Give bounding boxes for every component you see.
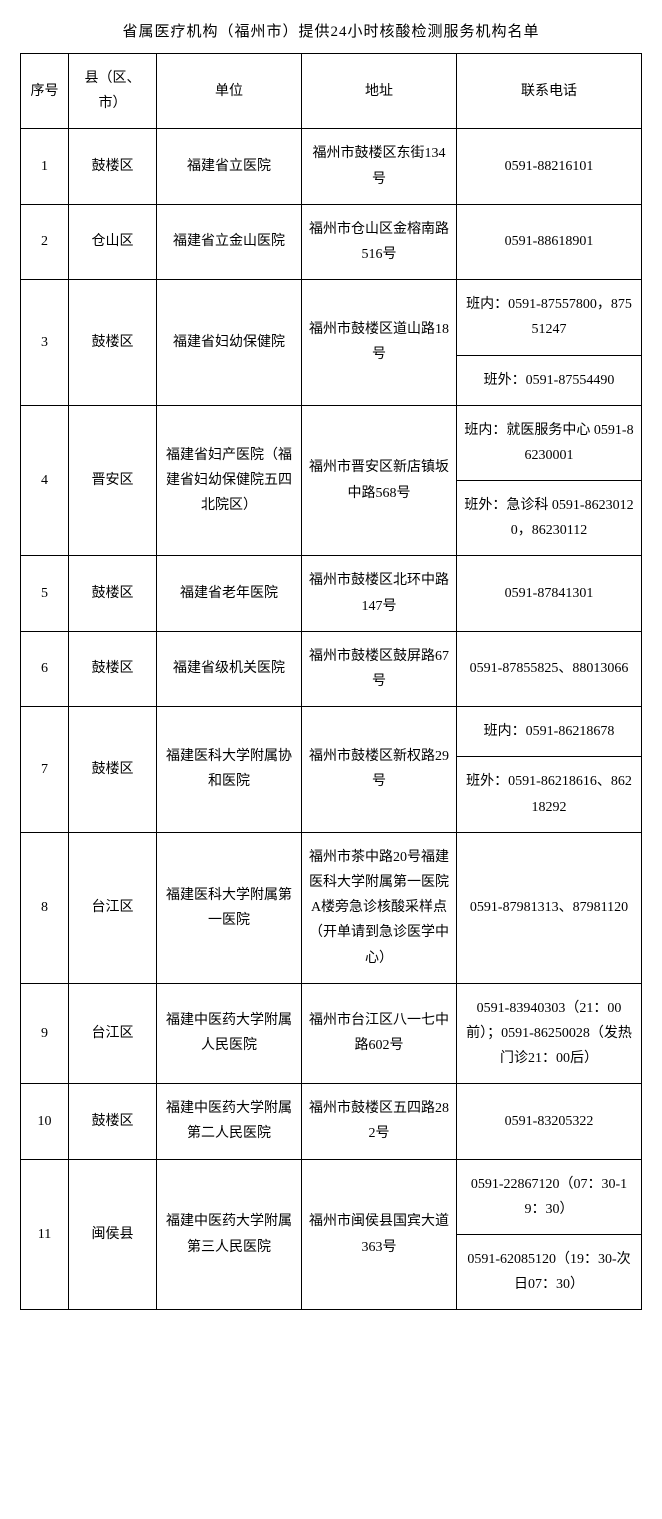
cell-unit: 福建医科大学附属第一医院: [157, 832, 302, 983]
cell-address: 福州市晋安区新店镇坂中路568号: [302, 405, 457, 556]
cell-phone: 0591-83205322: [457, 1084, 642, 1159]
table-row: 3鼓楼区福建省妇幼保健院福州市鼓楼区道山路18号班内：0591-87557800…: [21, 280, 642, 355]
cell-seq: 1: [21, 129, 69, 204]
col-seq: 序号: [21, 54, 69, 129]
cell-phone: 0591-83940303（21：00前）；0591-86250028（发热门诊…: [457, 983, 642, 1084]
cell-phone: 班外：0591-87554490: [457, 355, 642, 405]
cell-address: 福州市仓山区金榕南路516号: [302, 204, 457, 279]
cell-phone: 0591-88618901: [457, 204, 642, 279]
col-phone: 联系电话: [457, 54, 642, 129]
table-row: 2仓山区福建省立金山医院福州市仓山区金榕南路516号0591-88618901: [21, 204, 642, 279]
cell-district: 台江区: [69, 832, 157, 983]
table-row: 4晋安区福建省妇产医院（福建省妇幼保健院五四北院区）福州市晋安区新店镇坂中路56…: [21, 405, 642, 480]
cell-seq: 5: [21, 556, 69, 631]
cell-phone: 班内：0591-86218678: [457, 707, 642, 757]
cell-district: 鼓楼区: [69, 129, 157, 204]
cell-phone: 0591-22867120（07：30-19：30）: [457, 1159, 642, 1234]
cell-phone: 班外：急诊科 0591-86230120，86230112: [457, 481, 642, 556]
cell-unit: 福建中医药大学附属人民医院: [157, 983, 302, 1084]
cell-unit: 福建省级机关医院: [157, 631, 302, 706]
cell-phone: 班外：0591-86218616、86218292: [457, 757, 642, 832]
table-row: 5鼓楼区福建省老年医院福州市鼓楼区北环中路147号0591-87841301: [21, 556, 642, 631]
cell-seq: 3: [21, 280, 69, 406]
cell-address: 福州市鼓楼区北环中路147号: [302, 556, 457, 631]
table-row: 8台江区福建医科大学附属第一医院福州市茶中路20号福建医科大学附属第一医院A楼旁…: [21, 832, 642, 983]
col-district: 县（区、市）: [69, 54, 157, 129]
cell-phone: 班内：0591-87557800，87551247: [457, 280, 642, 355]
col-address: 地址: [302, 54, 457, 129]
cell-address: 福州市台江区八一七中路602号: [302, 983, 457, 1084]
institution-table: 序号 县（区、市） 单位 地址 联系电话 1鼓楼区福建省立医院福州市鼓楼区东街1…: [20, 53, 642, 1310]
cell-unit: 福建省妇产医院（福建省妇幼保健院五四北院区）: [157, 405, 302, 556]
cell-seq: 6: [21, 631, 69, 706]
cell-phone: 0591-88216101: [457, 129, 642, 204]
cell-address: 福州市鼓楼区东街134号: [302, 129, 457, 204]
cell-address: 福州市闽侯县国宾大道363号: [302, 1159, 457, 1310]
cell-district: 鼓楼区: [69, 1084, 157, 1159]
cell-address: 福州市鼓楼区鼓屏路67号: [302, 631, 457, 706]
table-row: 9台江区福建中医药大学附属人民医院福州市台江区八一七中路602号0591-839…: [21, 983, 642, 1084]
cell-district: 鼓楼区: [69, 707, 157, 833]
cell-unit: 福建中医药大学附属第二人民医院: [157, 1084, 302, 1159]
cell-unit: 福建医科大学附属协和医院: [157, 707, 302, 833]
cell-seq: 11: [21, 1159, 69, 1310]
table-row: 6鼓楼区福建省级机关医院福州市鼓楼区鼓屏路67号0591-87855825、88…: [21, 631, 642, 706]
table-row: 1鼓楼区福建省立医院福州市鼓楼区东街134号0591-88216101: [21, 129, 642, 204]
cell-seq: 9: [21, 983, 69, 1084]
cell-seq: 8: [21, 832, 69, 983]
cell-phone: 班内：就医服务中心 0591-86230001: [457, 405, 642, 480]
cell-phone: 0591-87855825、88013066: [457, 631, 642, 706]
cell-seq: 7: [21, 707, 69, 833]
cell-district: 鼓楼区: [69, 280, 157, 406]
col-unit: 单位: [157, 54, 302, 129]
table-header-row: 序号 县（区、市） 单位 地址 联系电话: [21, 54, 642, 129]
cell-unit: 福建省妇幼保健院: [157, 280, 302, 406]
cell-phone: 0591-87841301: [457, 556, 642, 631]
cell-unit: 福建省立金山医院: [157, 204, 302, 279]
cell-district: 鼓楼区: [69, 556, 157, 631]
cell-phone: 0591-62085120（19：30-次日07：30）: [457, 1235, 642, 1310]
cell-district: 鼓楼区: [69, 631, 157, 706]
cell-phone: 0591-87981313、87981120: [457, 832, 642, 983]
cell-address: 福州市鼓楼区五四路282号: [302, 1084, 457, 1159]
cell-district: 仓山区: [69, 204, 157, 279]
table-row: 11闽侯县福建中医药大学附属第三人民医院福州市闽侯县国宾大道363号0591-2…: [21, 1159, 642, 1234]
cell-unit: 福建省老年医院: [157, 556, 302, 631]
cell-unit: 福建中医药大学附属第三人民医院: [157, 1159, 302, 1310]
page-title: 省属医疗机构（福州市）提供24小时核酸检测服务机构名单: [20, 20, 642, 41]
cell-seq: 4: [21, 405, 69, 556]
cell-address: 福州市鼓楼区道山路18号: [302, 280, 457, 406]
cell-address: 福州市鼓楼区新权路29号: [302, 707, 457, 833]
table-row: 7鼓楼区福建医科大学附属协和医院福州市鼓楼区新权路29号班内：0591-8621…: [21, 707, 642, 757]
cell-district: 台江区: [69, 983, 157, 1084]
cell-district: 闽侯县: [69, 1159, 157, 1310]
cell-address: 福州市茶中路20号福建医科大学附属第一医院A楼旁急诊核酸采样点（开单请到急诊医学…: [302, 832, 457, 983]
cell-district: 晋安区: [69, 405, 157, 556]
cell-seq: 10: [21, 1084, 69, 1159]
cell-seq: 2: [21, 204, 69, 279]
table-row: 10鼓楼区福建中医药大学附属第二人民医院福州市鼓楼区五四路282号0591-83…: [21, 1084, 642, 1159]
cell-unit: 福建省立医院: [157, 129, 302, 204]
